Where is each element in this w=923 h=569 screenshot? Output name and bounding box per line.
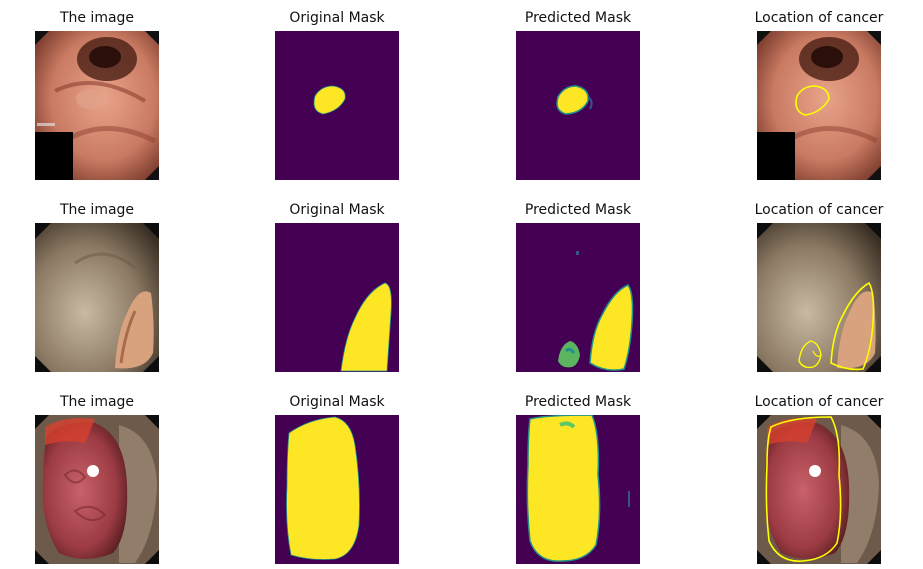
endoscopy-image — [35, 223, 159, 372]
original-mask — [275, 415, 399, 564]
cancer-location-overlay — [757, 223, 881, 372]
panel-title: Predicted Mask — [524, 202, 632, 218]
panel-title: Predicted Mask — [524, 394, 632, 410]
panel-title: The image — [59, 202, 135, 218]
predicted-mask — [516, 223, 640, 372]
cancer-location-overlay — [757, 415, 881, 564]
panel-title: Location of cancer — [754, 394, 884, 410]
panel-title: Original Mask — [289, 10, 385, 26]
cancer-location-overlay — [757, 31, 881, 180]
endoscopy-image — [35, 31, 159, 180]
original-mask — [275, 223, 399, 372]
panel-title: Location of cancer — [754, 202, 884, 218]
panel-title: Predicted Mask — [524, 10, 632, 26]
panel-title: The image — [59, 394, 135, 410]
panel-title: Original Mask — [289, 202, 385, 218]
panel-title: Original Mask — [289, 394, 385, 410]
predicted-mask — [516, 31, 640, 180]
panel-title: The image — [59, 10, 135, 26]
endoscopy-image — [35, 415, 159, 564]
predicted-mask — [516, 415, 640, 564]
panel-title: Location of cancer — [754, 10, 884, 26]
original-mask — [275, 31, 399, 180]
